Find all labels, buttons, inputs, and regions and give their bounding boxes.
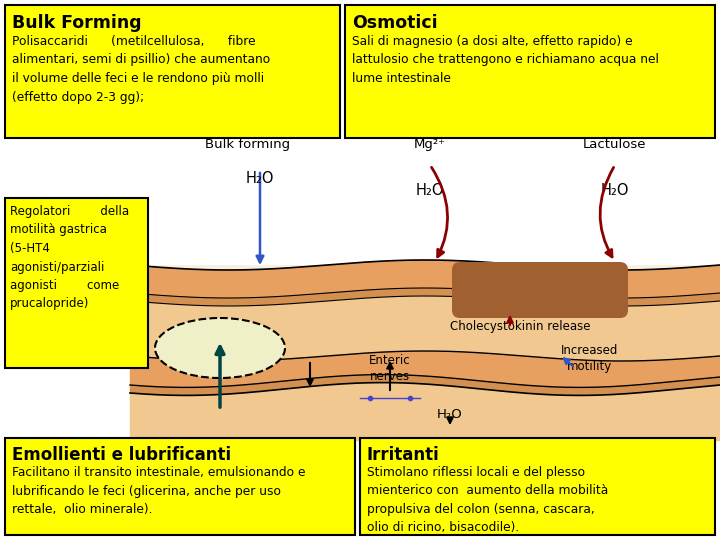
Text: Stimolano riflessi locali e del plesso
mienterico con  aumento della mobilità
pr: Stimolano riflessi locali e del plesso m… — [367, 466, 608, 535]
Text: H₂O: H₂O — [415, 183, 444, 198]
FancyBboxPatch shape — [452, 262, 628, 318]
Bar — [130, 130, 720, 265]
Text: Bulk Forming: Bulk Forming — [12, 14, 142, 32]
Text: Mg²⁺: Mg²⁺ — [414, 138, 446, 151]
Text: www.1: www.1 — [385, 263, 595, 317]
Text: Polisaccaridi      (metilcellulosa,      fibre
alimentari, semi di psillio) che : Polisaccaridi (metilcellulosa, fibre ali… — [12, 35, 270, 104]
Text: H₂O: H₂O — [600, 183, 629, 198]
FancyBboxPatch shape — [5, 5, 340, 138]
Text: H₂O: H₂O — [246, 171, 274, 186]
FancyBboxPatch shape — [5, 438, 355, 535]
FancyBboxPatch shape — [345, 5, 715, 138]
Text: Increased
motility: Increased motility — [562, 344, 618, 373]
Ellipse shape — [155, 318, 285, 378]
Bar — [130, 130, 720, 435]
Text: H₂O: H₂O — [437, 408, 463, 421]
Text: Bulk forming: Bulk forming — [205, 138, 291, 151]
Text: Enteric
nerves: Enteric nerves — [369, 354, 411, 383]
FancyBboxPatch shape — [360, 438, 715, 535]
Text: Lactulose: Lactulose — [583, 138, 647, 151]
Text: Emollienti e lubrificanti: Emollienti e lubrificanti — [12, 446, 231, 464]
Text: Sali di magnesio (a dosi alte, effetto rapido) e
lattulosio che trattengono e ri: Sali di magnesio (a dosi alte, effetto r… — [352, 35, 659, 85]
FancyBboxPatch shape — [5, 198, 148, 368]
Text: Osmotici: Osmotici — [352, 14, 438, 32]
Text: Cholecystokinin release: Cholecystokinin release — [450, 320, 590, 333]
Text: Regolatori        della
motilità gastrica
(5-HT4
agonisti/parziali
agonisti     : Regolatori della motilità gastrica (5-HT… — [10, 205, 129, 310]
Text: Facilitano il transito intestinale, emulsionando e
lubrificando le feci (gliceri: Facilitano il transito intestinale, emul… — [12, 466, 305, 516]
Text: Irritanti: Irritanti — [367, 446, 440, 464]
